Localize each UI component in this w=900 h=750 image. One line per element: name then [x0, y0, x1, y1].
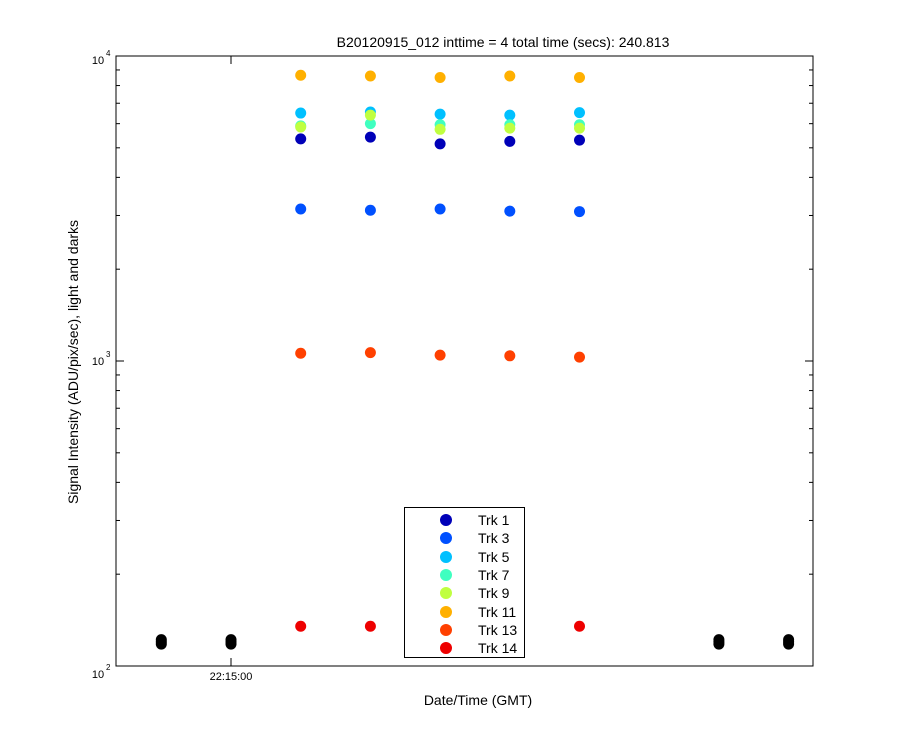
legend-item-trk-5: Trk 5: [405, 548, 524, 566]
legend-swatch: [440, 514, 452, 526]
trk-3-point: [434, 203, 446, 215]
legend-label: Trk 3: [478, 530, 510, 547]
trk-14-point: [295, 620, 307, 632]
trk-9-point: [295, 121, 307, 133]
legend-swatch: [440, 568, 452, 581]
trk-11-point: [295, 69, 307, 81]
legend-item-trk-3: Trk 3: [405, 529, 524, 547]
y-tick-label: 10: [92, 356, 104, 368]
y-tick-exponent: 3: [106, 350, 111, 359]
trk-1-point: [504, 135, 516, 147]
chart-title: B20120915_012 inttime = 4 total time (se…: [337, 34, 670, 50]
trk-14-point: [574, 620, 586, 632]
trk-11-point: [364, 70, 376, 82]
legend-label: Trk 5: [478, 548, 510, 565]
legend-swatch: [440, 532, 452, 545]
legend-label: Trk 9: [478, 585, 510, 602]
legend-item-trk-9: Trk 9: [405, 584, 524, 602]
y-tick-label: 10: [92, 669, 104, 681]
trk-3-point: [574, 206, 586, 218]
legend-label: Trk 11: [478, 603, 517, 620]
legend-label: Trk 1: [478, 512, 510, 528]
trk-13-point: [574, 351, 586, 363]
legend: Trk 1 Trk 3 Trk 5 Trk 7 Trk 9 Trk 11 Trk 13 Trk…: [404, 507, 525, 658]
legend-label: Trk 7: [478, 566, 510, 583]
trk-5-point: [504, 109, 516, 121]
trk-9-point: [574, 122, 586, 134]
trk-11-point: [574, 72, 586, 84]
trk-1-point: [574, 134, 586, 146]
trk-3-point: [364, 204, 376, 216]
trk-7-point: [364, 118, 376, 130]
trk-13-point: [434, 349, 446, 361]
trk-1-point: [434, 138, 446, 150]
trk-1-point: [295, 133, 307, 145]
trk-13-point: [504, 350, 516, 362]
trk-5-point: [434, 108, 446, 120]
dark-point: [783, 634, 795, 646]
y-axis-label: Signal Intensity (ADU/pix/sec), light an…: [65, 220, 81, 504]
x-tick-label: 22:15:00: [210, 671, 253, 683]
trk-13-point: [364, 347, 376, 359]
trk-1-point: [364, 131, 376, 143]
legend-item-trk-13: Trk 13: [405, 621, 524, 639]
legend-swatch: [440, 623, 452, 636]
trk-14-point: [364, 620, 376, 632]
x-axis-label: Date/Time (GMT): [424, 692, 532, 708]
legend-swatch: [440, 550, 452, 563]
legend-item-trk-11: Trk 11: [405, 603, 524, 621]
trk-3-point: [504, 205, 516, 217]
legend-item-trk-14: Trk 14: [405, 639, 524, 657]
trk-13-point: [295, 347, 307, 359]
trk-9-point: [504, 122, 516, 134]
dark-point: [225, 634, 237, 646]
trk-3-point: [295, 203, 307, 215]
trk-11-point: [504, 70, 516, 82]
dark-point: [713, 634, 725, 646]
legend-swatch: [440, 605, 452, 618]
legend-swatch: [440, 587, 452, 600]
y-tick-exponent: 2: [106, 663, 111, 672]
trk-11-point: [434, 72, 446, 84]
trk-9-point: [434, 123, 446, 135]
legend-swatch: [440, 642, 452, 655]
legend-item-trk-1: Trk 1: [405, 511, 524, 529]
trk-5-point: [295, 107, 307, 119]
dark-point: [155, 634, 167, 646]
y-tick-label: 10: [92, 55, 104, 67]
legend-item-trk-7: Trk 7: [405, 566, 524, 584]
trk-5-point: [574, 107, 586, 119]
y-tick-exponent: 4: [106, 49, 111, 58]
data-marks: [155, 69, 795, 650]
legend-label: Trk 14: [478, 640, 518, 657]
legend-label: Trk 13: [478, 621, 518, 638]
trk-9-point: [364, 109, 376, 121]
